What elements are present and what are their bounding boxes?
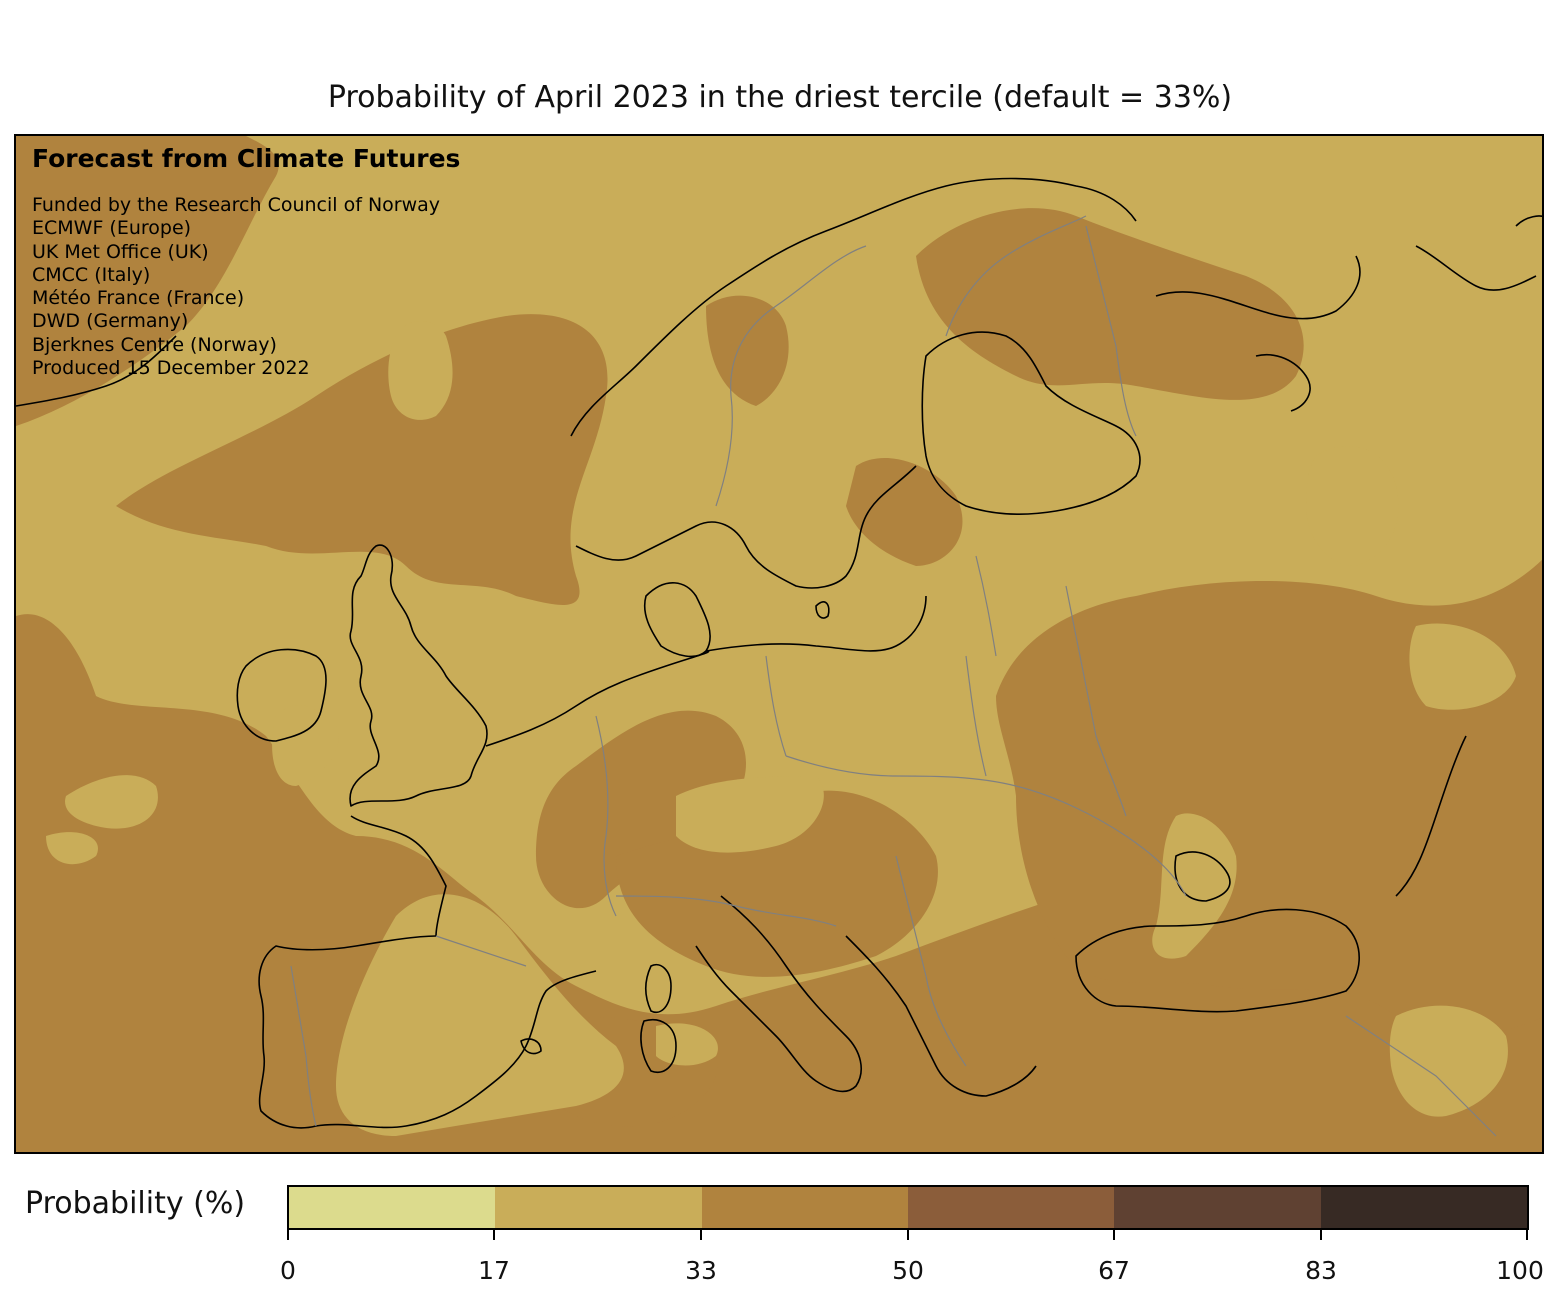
credit-line: Météo France (France)	[32, 287, 245, 310]
baltic-south-coastline	[705, 595, 927, 652]
iceland-sea-patch	[388, 321, 453, 420]
germany-poland-border	[765, 655, 787, 757]
baltic-region	[846, 457, 963, 566]
russia-patch	[1306, 446, 1399, 566]
norway-sweden-border	[715, 245, 867, 507]
belarus-russia-border	[1065, 585, 1127, 817]
colorbar	[287, 1185, 1529, 1230]
credit-line: Funded by the Research Council of Norway	[32, 194, 441, 216]
caucasus-patch	[1409, 623, 1516, 710]
sweden-finland-border	[945, 215, 1087, 337]
scandinavia-south-coastline	[575, 465, 917, 589]
hungary-patch	[676, 776, 824, 853]
colorbar-tick-label: 100	[1496, 1256, 1544, 1285]
sardinia-coastline	[640, 1019, 677, 1073]
credit-line: DWD (Germany)	[32, 310, 189, 333]
forecast-map	[16, 136, 1542, 1152]
france-west-coastline	[350, 815, 447, 937]
atlantic-patch-2	[46, 832, 98, 865]
crimea-coastline	[1174, 851, 1231, 902]
white-sea-coastline	[1255, 354, 1311, 412]
europe-north-coastline	[485, 650, 710, 747]
poland-east-border	[965, 655, 987, 777]
central-europe-region	[536, 710, 746, 909]
greenland-coastline	[16, 335, 177, 407]
coastlines	[16, 177, 1542, 1129]
atlantic-patch-1	[65, 775, 158, 829]
map-panel[interactable]: Forecast from Climate Futures Funded by …	[14, 134, 1544, 1154]
france-germany-border	[595, 715, 617, 917]
colorbar-segment-33-50	[701, 1187, 908, 1228]
scandinavia-north-region	[916, 208, 1304, 400]
colorbar-tick	[287, 1230, 289, 1240]
colorbar-tick-label: 83	[1305, 1256, 1337, 1285]
corsica-coastline	[644, 964, 672, 1013]
iberia-patch	[336, 894, 624, 1136]
skagerrak-region	[706, 295, 789, 406]
arctic-russia-coastline	[1415, 245, 1537, 291]
credit-line: Produced 15 December 2022	[32, 357, 310, 380]
credits-list: Funded by the Research Council of Norway…	[32, 194, 440, 380]
kola-coastline	[1155, 255, 1361, 320]
caspian-coastline	[1395, 735, 1467, 897]
colorbar-segment-67-83	[1114, 1187, 1321, 1228]
italy-coastline	[695, 895, 862, 1093]
colorbar-tick	[493, 1230, 495, 1240]
colorbar-tick	[700, 1230, 702, 1240]
colorbar-segment-83-100	[1320, 1187, 1527, 1228]
eastern-europe-region	[996, 559, 1542, 1040]
probability-17-33-regions	[46, 321, 1516, 1136]
forecast-source-heading: Forecast from Climate Futures	[32, 144, 461, 173]
finland-russia-border	[1085, 225, 1137, 437]
ireland-coastline	[236, 648, 327, 742]
alps-border	[615, 895, 837, 927]
colorbar-segment-50-67	[907, 1187, 1115, 1228]
colorbar-tick-label: 33	[685, 1256, 717, 1285]
colorbar-segment-17-33	[495, 1187, 702, 1228]
colorbar-tick	[1320, 1230, 1322, 1240]
map-title: Probability of April 2023 in the driest …	[327, 80, 1233, 115]
turkey-patch	[1389, 1005, 1508, 1117]
iberia-coastline	[258, 935, 597, 1129]
colorbar-tick-label: 17	[478, 1256, 510, 1285]
credit-line: CMCC (Italy)	[32, 263, 151, 286]
colorbar-tick-label: 50	[892, 1256, 924, 1285]
probability-33-50-regions	[16, 136, 1542, 1152]
colorbar-label: Probability (%)	[25, 1186, 246, 1221]
credit-line: Bjerknes Centre (Norway)	[32, 333, 277, 356]
denmark-coastline	[643, 582, 711, 658]
colorbar-tick	[907, 1230, 909, 1240]
colorbar-tick	[1526, 1230, 1528, 1240]
balkans-border	[895, 855, 967, 1067]
ukraine-border	[1015, 785, 1187, 897]
norway-coastline	[570, 177, 1137, 437]
britain-coastline	[349, 544, 488, 807]
bay-of-biscay-patch	[272, 705, 339, 786]
colorbar-tick-label: 0	[280, 1256, 296, 1285]
central-east-border	[785, 755, 1017, 787]
credit-line: ECMWF (Europe)	[32, 217, 192, 240]
italy-patch	[656, 1023, 718, 1066]
baltic-states-border	[975, 555, 997, 657]
credit-line: UK Met Office (UK)	[32, 240, 209, 263]
mallorca-coastline	[520, 1038, 542, 1055]
north-sea-region	[116, 314, 608, 605]
finland-coastline	[921, 331, 1141, 516]
colorbar-tick	[1113, 1230, 1115, 1240]
gotland-coastline	[815, 601, 830, 619]
balkans-coastline	[845, 935, 1037, 1097]
france-spain-border	[435, 935, 527, 967]
country-borders	[290, 215, 1497, 1137]
colorbar-segment-0-17	[289, 1187, 496, 1228]
black-sea-coastline	[1075, 908, 1360, 1013]
novaya-coastline	[1515, 215, 1542, 227]
portugal-spain-border	[290, 965, 317, 1127]
colorbar-tick-label: 67	[1098, 1256, 1130, 1285]
turkey-border	[1345, 1015, 1497, 1137]
atlantic-west-region	[16, 136, 279, 426]
